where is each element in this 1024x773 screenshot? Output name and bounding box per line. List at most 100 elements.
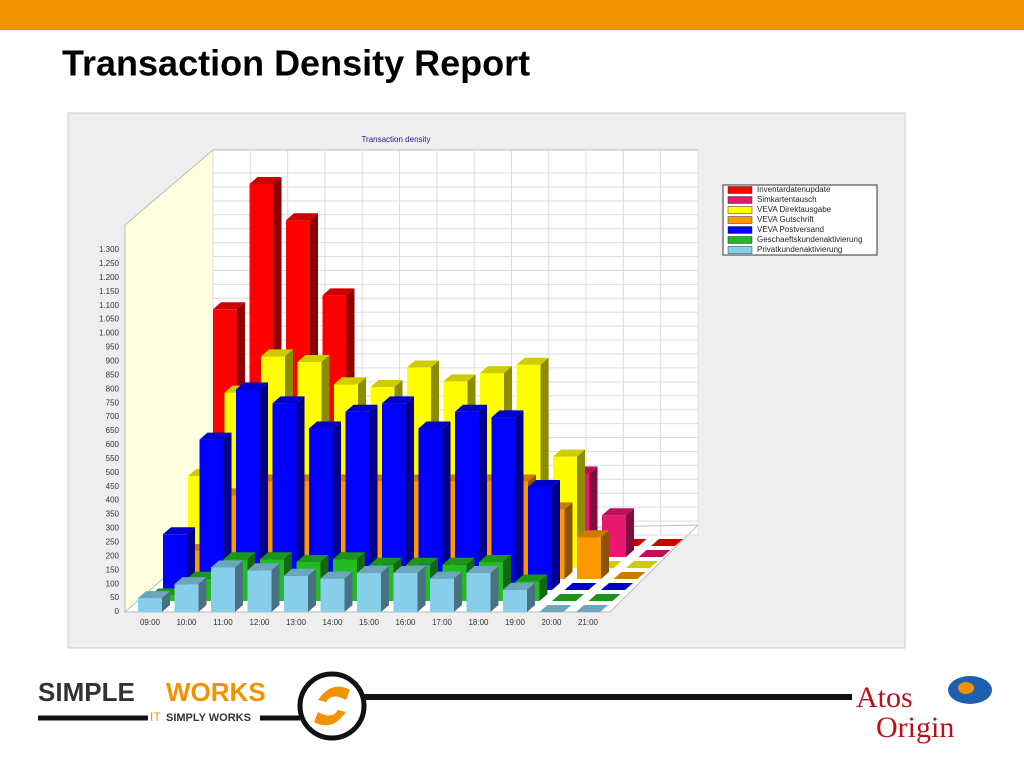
y-tick-label: 50 [110,593,119,602]
logo-fish-spot [958,682,974,694]
bar-top [309,421,341,429]
bar-side [442,421,451,590]
bar-top [261,349,293,357]
y-tick-label: 150 [106,565,120,574]
y-tick-label: 1.250 [99,259,120,268]
bar-top [296,555,329,563]
bar-side [308,568,316,612]
slide-title: Transaction Density Report [62,43,530,84]
bar-top [345,404,378,412]
bar-top [503,582,535,590]
bar [320,578,345,612]
bar-top [638,550,671,557]
bar-top [223,552,256,560]
bar-side [223,432,232,590]
bar-side [198,577,207,612]
bar-top [286,213,318,221]
bar [357,573,381,612]
bar-side [271,563,280,612]
y-tick-label: 100 [106,579,120,588]
bar-top [272,396,305,404]
x-tick-label: 19:00 [505,618,526,627]
legend-label: Inventardatenupdate [757,185,831,194]
bar-top [528,479,560,487]
bar [138,598,162,612]
top-band [0,0,1024,30]
y-tick-label: 700 [106,412,120,421]
bar-top [491,410,524,418]
bar-top [370,380,403,387]
x-tick-label: 16:00 [395,618,416,627]
bar-top [613,572,646,579]
y-tick-label: 800 [106,384,120,393]
bar-top [297,354,330,362]
bar-top [322,288,355,296]
bar-side [333,421,341,590]
bar-top [138,591,170,599]
x-tick-label: 13:00 [286,618,307,627]
y-tick-label: 550 [106,454,120,463]
bar [577,537,601,579]
legend-label: Simkartentausch [757,195,817,204]
bar-top [236,382,268,390]
legend-label: VEVA Direktausgabe [757,205,832,214]
bar-top [249,177,282,184]
bar-top [443,374,476,382]
bar-top [602,508,634,516]
bar-top [651,539,683,546]
bar-top [626,561,658,568]
bar-side [406,396,414,590]
y-tick-label: 1.000 [99,329,120,338]
bar-top [480,366,512,374]
bar-top [418,421,451,429]
bar-top [357,566,389,574]
y-tick-label: 350 [106,510,120,519]
chart-title: Transaction density [361,135,430,144]
logo-atos: Atos [856,681,913,714]
bar-side [601,530,609,579]
bar-side [479,404,487,590]
logo-simple: SIMPLE [38,677,135,707]
legend-swatch [727,246,753,254]
legend-label: Geschaeftskundenaktivierung [757,235,862,244]
y-tick-label: 400 [106,496,120,505]
bar-top [442,557,475,565]
bar-top [382,396,414,404]
bar [430,578,454,612]
legend-swatch [727,186,753,194]
bar-top [163,527,195,535]
logo-works: WORKS [166,677,266,707]
bar [528,486,552,590]
bar-top [174,577,207,585]
legend-swatch [727,206,753,214]
x-tick-label: 18:00 [468,618,489,627]
bar-top [284,568,316,576]
bar-top [577,530,609,538]
logo-it: IT [150,710,161,724]
bar [247,570,272,612]
bar-side [235,560,243,612]
bar-top [576,605,608,612]
bar-top [516,357,549,365]
bar [393,573,418,612]
bar-top [553,449,585,457]
bar-top [455,404,487,412]
legend-swatch [727,196,753,204]
y-tick-label: 1.150 [99,287,120,296]
bar-side [515,410,524,590]
y-tick-label: 650 [106,426,120,435]
bar [211,567,235,612]
x-tick-label: 17:00 [432,618,453,627]
logo-origin: Origin [876,711,954,744]
bar-top [333,552,365,560]
legend-swatch [727,236,753,244]
y-tick-label: 850 [106,370,120,379]
bar-top [430,571,462,579]
legend-swatch [727,226,753,234]
bar-side [539,574,548,601]
bar-top [213,302,245,310]
bar-top [601,583,633,590]
bar [503,589,527,612]
